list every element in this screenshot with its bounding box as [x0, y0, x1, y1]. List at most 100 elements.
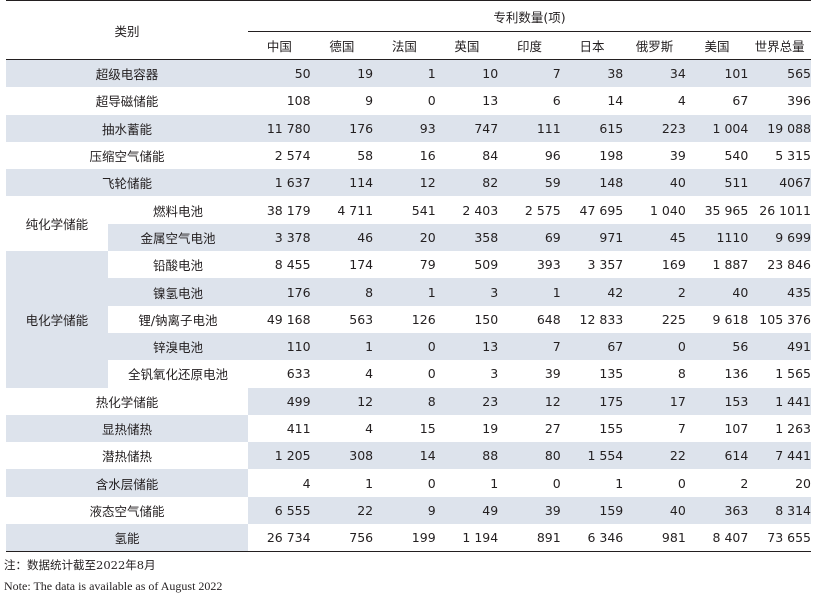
table-cell: 363 [685, 496, 749, 525]
table-cell: 396 [787, 93, 811, 109]
table-cell: 176 [248, 278, 311, 306]
table-cell: 0 [427, 366, 436, 382]
table-cell: 19 [435, 414, 499, 443]
table-cell: 155 [560, 414, 624, 443]
row-label: 锂/钠离子电池 [138, 312, 218, 328]
table-cell: 9 [365, 93, 374, 109]
table-row: 超级电容器 50 19 1 10 7 38 34 101 565 [6, 59, 811, 88]
table-cell: 981 [623, 524, 686, 553]
row-label: 氢能 [6, 524, 249, 553]
table-cell: 8 [373, 387, 436, 415]
table-cell: 107 [685, 414, 749, 443]
table-cell: 9 699 [748, 223, 811, 252]
table-cell: 12 [373, 169, 436, 197]
table-cell: 615 [560, 114, 624, 142]
table-cell: 2 574 [274, 148, 311, 164]
table-row: 镍氢电池 176 8 1 3 1 42 2 40 435 [6, 278, 811, 306]
table-cell: 22 [623, 442, 686, 470]
table-cell: 2 [685, 469, 749, 497]
table-cell: 13 [435, 332, 499, 361]
group-label: 电化学储能 [6, 251, 108, 388]
table-cell: 148 [560, 169, 624, 197]
table-cell: 8 314 [748, 496, 811, 525]
table-cell: 4067 [748, 169, 811, 197]
table-cell: 7 [623, 414, 686, 443]
row-label: 铅酸电池 [152, 258, 203, 274]
table-cell: 108 [286, 93, 311, 109]
table-cell: 0 [623, 469, 686, 497]
table-cell: 756 [310, 524, 374, 553]
table-cell: 39 [498, 496, 561, 525]
table-cell: 110 [248, 332, 311, 361]
table-cell: 8 [310, 278, 374, 306]
table-cell: 2 403 [462, 202, 499, 218]
table-cell: 73 655 [748, 524, 811, 553]
table-cell: 0 [427, 93, 436, 109]
table-cell: 435 [748, 278, 811, 306]
row-label: 全钒氧化还原电池 [127, 367, 228, 383]
table-cell: 509 [474, 257, 499, 273]
table-cell: 159 [560, 496, 624, 525]
table-cell: 23 846 [767, 257, 811, 273]
table-cell: 27 [498, 414, 561, 443]
table-row: 液态空气储能 6 555 22 9 49 39 159 40 363 8 314 [6, 496, 811, 525]
table-cell: 45 [623, 223, 686, 252]
table-cell: 3 378 [248, 223, 311, 252]
table-cell: 1 040 [649, 202, 686, 218]
row-label: 金属空气电池 [107, 223, 249, 252]
table-cell: 2 575 [524, 202, 561, 218]
table-cell: 40 [623, 496, 686, 525]
table-cell: 6 555 [248, 496, 311, 525]
category-header: 类别 [6, 0, 249, 60]
table-cell: 175 [560, 387, 624, 415]
table-cell: 8 [677, 366, 686, 382]
table-cell: 46 [310, 223, 374, 252]
table-cell: 67 [560, 332, 624, 361]
table-cell: 1 [560, 469, 624, 497]
row-label: 超导磁储能 [95, 94, 159, 110]
table-cell: 648 [536, 311, 561, 327]
col-header-world: 世界总量 [748, 31, 811, 60]
table-cell: 4 711 [337, 202, 374, 218]
row-label: 含水层储能 [6, 469, 249, 497]
table-cell: 12 [310, 387, 374, 415]
table-cell: 308 [310, 442, 374, 470]
patent-count-header: 专利数量(项) [248, 0, 811, 32]
table-cell: 4 [310, 414, 374, 443]
table-row: 全钒氧化还原电池 633 4 0 3 39 135 8 136 1 565 [6, 360, 811, 387]
table-cell: 88 [435, 442, 499, 470]
table-cell: 393 [536, 257, 561, 273]
table-cell: 1 637 [248, 169, 311, 197]
table-cell: 223 [623, 114, 686, 142]
table-row: 氢能 26 734 756 199 1 194 891 6 346 981 8 … [6, 524, 811, 553]
table-cell: 1 887 [712, 257, 749, 273]
table-cell: 12 [498, 387, 561, 415]
table-cell: 0 [373, 469, 436, 497]
table-cell: 1 [373, 59, 436, 88]
col-header-germany: 德国 [310, 31, 374, 60]
table-cell: 40 [623, 169, 686, 197]
table-cell: 6 346 [560, 524, 624, 553]
table-cell: 540 [724, 148, 749, 164]
col-header-russia: 俄罗斯 [623, 31, 686, 60]
table-cell: 565 [748, 59, 811, 88]
table-cell: 971 [560, 223, 624, 252]
table-row: 压缩空气储能 2 574 58 16 84 96 198 39 540 5 31… [6, 142, 811, 169]
table-cell: 1 205 [248, 442, 311, 470]
table-cell: 8 455 [274, 257, 311, 273]
table-cell: 225 [661, 311, 686, 327]
table-cell: 12 833 [579, 311, 624, 327]
table-cell: 5 315 [775, 148, 811, 164]
table-cell: 20 [748, 469, 811, 497]
table-cell: 150 [474, 311, 499, 327]
table-cell: 3 [490, 366, 499, 382]
table-cell: 40 [685, 278, 749, 306]
table-row: 潜热储热 1 205 308 14 88 80 1 554 22 614 7 4… [6, 442, 811, 470]
table-cell: 19 088 [748, 114, 811, 142]
table-row: 金属空气电池 3 378 46 20 358 69 971 45 1110 9 … [6, 223, 811, 252]
table-cell: 1 554 [560, 442, 624, 470]
table-cell: 135 [599, 366, 624, 382]
row-label: 镍氢电池 [107, 278, 249, 306]
table-cell: 35 965 [704, 202, 749, 218]
